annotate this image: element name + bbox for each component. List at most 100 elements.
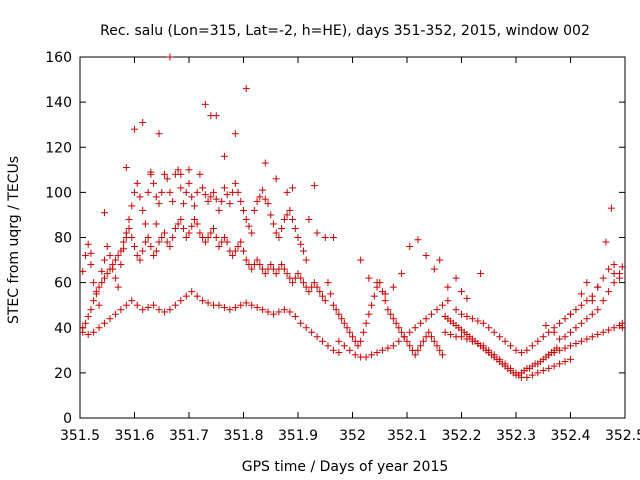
data-point: [152, 220, 160, 228]
x-tick-label: 352.4: [550, 428, 590, 444]
data-point: [275, 234, 283, 241]
data-point: [512, 369, 520, 377]
data-point: [177, 215, 185, 223]
data-point: [310, 182, 318, 190]
data-point: [242, 256, 250, 264]
data-point: [174, 220, 182, 228]
data-point: [242, 299, 250, 307]
data-point: [561, 358, 569, 366]
data-point: [610, 270, 618, 278]
data-point: [485, 346, 493, 354]
data-point: [556, 319, 564, 327]
data-point: [583, 279, 591, 287]
data-point: [384, 306, 392, 314]
data-point: [237, 301, 245, 309]
data-point: [245, 222, 253, 230]
data-point: [545, 364, 553, 372]
data-point: [101, 209, 109, 217]
data-point: [269, 310, 277, 318]
data-point: [111, 274, 119, 282]
data-point: [95, 283, 103, 291]
data-points: [79, 53, 626, 381]
data-point: [588, 333, 596, 341]
y-axis-label: STEC from uqrg / TECUs: [6, 156, 22, 324]
data-point: [185, 179, 193, 187]
data-point: [468, 315, 476, 323]
data-point: [264, 308, 272, 316]
data-point: [428, 333, 436, 341]
data-point: [414, 346, 422, 354]
data-point: [607, 204, 615, 212]
data-point: [87, 261, 95, 269]
data-point: [572, 324, 580, 332]
data-point: [479, 342, 487, 350]
data-point: [316, 288, 324, 296]
data-point: [106, 315, 114, 323]
data-point: [234, 188, 242, 196]
data-point: [346, 346, 354, 354]
x-tick-label: 351.9: [278, 428, 318, 444]
data-point: [117, 261, 125, 269]
data-point: [335, 310, 343, 318]
data-point: [438, 351, 446, 359]
data-point: [150, 252, 158, 260]
data-point: [289, 215, 297, 223]
data-point: [261, 195, 269, 203]
data-point: [101, 274, 109, 282]
data-point: [392, 319, 400, 327]
data-point: [193, 188, 201, 196]
data-point: [103, 270, 111, 278]
data-point: [403, 337, 411, 345]
data-point: [220, 152, 228, 160]
data-point: [280, 265, 288, 273]
data-point: [346, 328, 354, 336]
data-point: [599, 328, 607, 336]
data-point: [577, 301, 585, 309]
data-point: [428, 310, 436, 318]
data-point: [319, 292, 327, 300]
x-tick-label: 352: [339, 428, 366, 444]
data-point: [220, 303, 228, 311]
data-point: [166, 188, 174, 196]
data-point: [384, 344, 392, 352]
data-point: [190, 202, 198, 210]
data-point: [444, 283, 452, 291]
data-point: [109, 261, 117, 269]
data-point: [550, 328, 558, 336]
data-point: [144, 234, 152, 241]
data-point: [395, 337, 403, 345]
data-point: [204, 197, 212, 205]
data-point: [594, 283, 602, 291]
data-point: [324, 342, 332, 350]
data-point: [588, 297, 596, 305]
data-point: [556, 360, 564, 368]
data-point: [122, 301, 130, 309]
data-point: [155, 238, 163, 246]
data-point: [201, 100, 209, 108]
data-point: [95, 324, 103, 332]
data-point: [177, 297, 185, 305]
data-point: [269, 220, 277, 228]
data-point: [452, 306, 460, 314]
data-point: [231, 303, 239, 311]
data-point: [223, 191, 231, 199]
data-point: [128, 234, 136, 241]
data-point: [101, 256, 109, 264]
data-point: [610, 324, 618, 332]
data-point: [188, 222, 196, 230]
data-point: [267, 211, 275, 219]
data-point: [556, 346, 564, 354]
data-point: [237, 197, 245, 205]
data-point: [605, 326, 613, 334]
data-point: [190, 215, 198, 223]
data-point: [199, 297, 207, 305]
data-point: [479, 319, 487, 327]
data-point: [539, 333, 547, 341]
data-point: [210, 224, 218, 232]
data-point: [365, 310, 373, 318]
data-point: [155, 200, 163, 208]
data-point: [550, 362, 558, 370]
data-point: [193, 292, 201, 300]
data-point: [196, 229, 204, 237]
data-point: [463, 312, 471, 320]
